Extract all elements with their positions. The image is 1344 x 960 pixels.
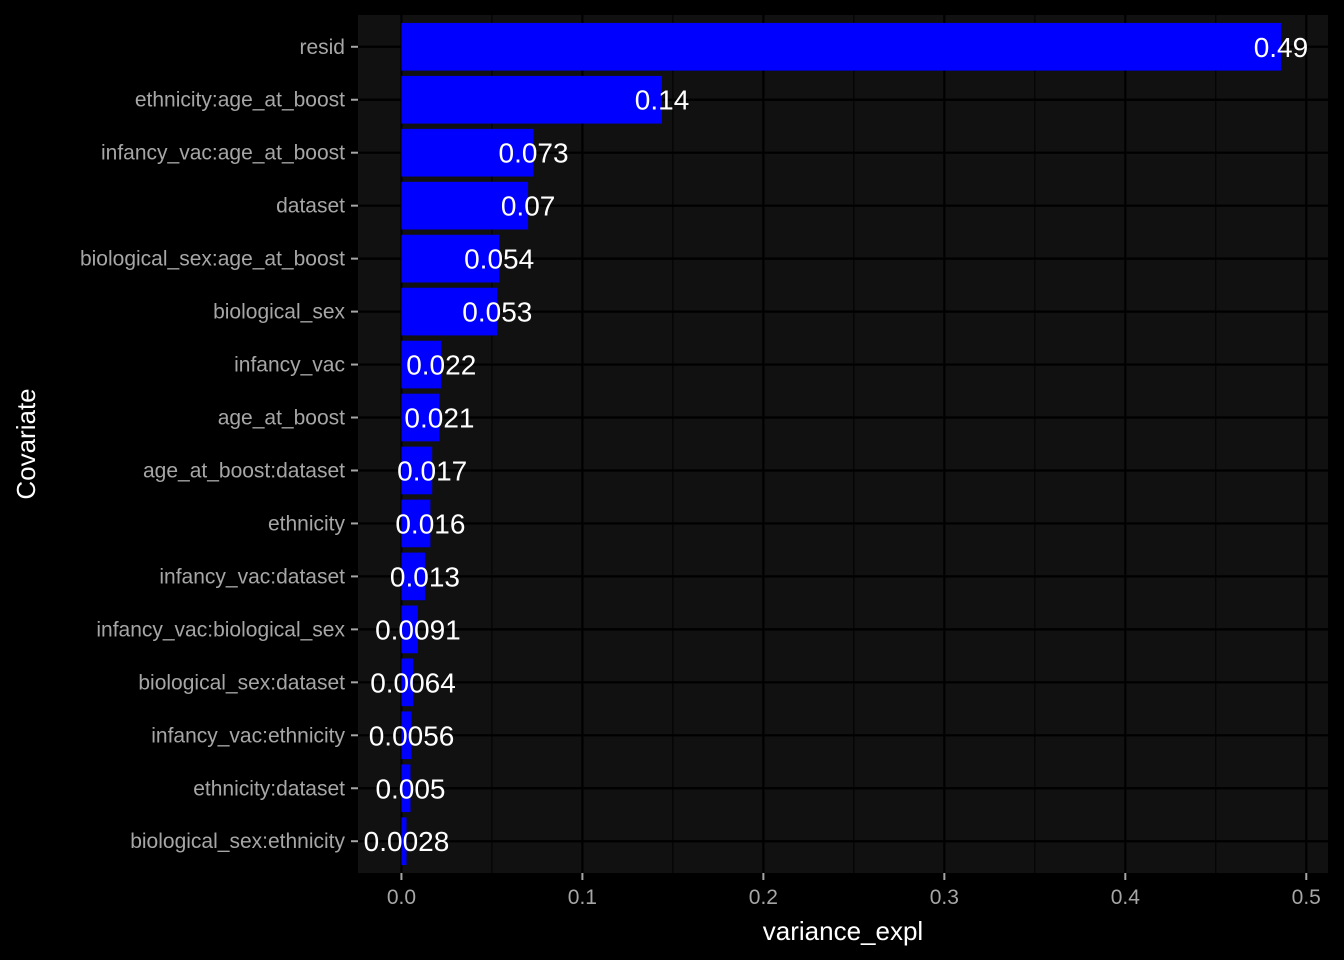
data-label: 0.053 xyxy=(462,297,532,328)
bar-infancy_vac:biological_sex xyxy=(401,605,418,654)
y-axis: resid ethnicity:age_at_boost infancy_vac:a… xyxy=(80,36,358,853)
y-tick-label: biological_sex:dataset xyxy=(138,671,345,694)
bar-ethnicity:dataset xyxy=(401,764,411,813)
bar-age_at_boost xyxy=(401,393,440,442)
data-label: 0.054 xyxy=(464,244,534,275)
y-tick-label: resid xyxy=(299,36,345,59)
x-tick-label: 0.4 xyxy=(1111,886,1141,909)
y-tick-label: biological_sex:ethnicity xyxy=(130,830,345,853)
data-label: 0.14 xyxy=(635,85,690,116)
y-tick-label: ethnicity:dataset xyxy=(193,777,345,800)
data-label: 0.49 xyxy=(1254,32,1309,63)
y-tick-label: age_at_boost:dataset xyxy=(143,459,345,482)
data-label: 0.017 xyxy=(397,455,467,486)
data-label: 0.0028 xyxy=(364,826,450,857)
y-tick-label: dataset xyxy=(276,195,345,218)
y-tick-label: biological_sex xyxy=(213,301,345,324)
data-label: 0.021 xyxy=(404,403,474,434)
y-tick-label: infancy_vac:age_at_boost xyxy=(101,142,345,165)
data-label: 0.005 xyxy=(375,773,445,804)
data-label: 0.0056 xyxy=(369,720,455,751)
bar-age_at_boost:dataset xyxy=(401,446,433,495)
y-tick-label: infancy_vac:biological_sex xyxy=(96,618,345,641)
y-tick-label: infancy_vac xyxy=(234,354,345,377)
y-tick-label: infancy_vac:dataset xyxy=(159,565,345,588)
data-label: 0.0091 xyxy=(375,614,461,645)
bar-biological_sex:age_at_boost xyxy=(401,234,500,283)
data-label: 0.07 xyxy=(501,191,556,222)
bar-biological_sex:ethnicity xyxy=(401,817,407,866)
bar-ethnicity xyxy=(401,499,431,548)
y-tick-label: ethnicity:age_at_boost xyxy=(135,89,345,112)
data-labels: 0.49 0.14 0.073 0.07 0.054 0.053 0.022 0.021 0.0… xyxy=(364,32,1309,857)
y-tick-label: biological_sex:age_at_boost xyxy=(80,248,345,271)
bar-infancy_vac:ethnicity xyxy=(401,711,412,760)
bar-biological_sex:dataset xyxy=(401,658,414,707)
bar-ethnicity:age_at_boost xyxy=(401,75,663,124)
x-tick-label: 0.3 xyxy=(930,886,959,909)
data-label: 0.013 xyxy=(390,561,460,592)
bar-infancy_vac:dataset xyxy=(401,552,425,601)
x-axis: 0.0 0.1 0.2 0.3 0.4 0.5 xyxy=(387,873,1321,909)
y-tick-label: age_at_boost xyxy=(218,407,345,430)
y-tick-label: infancy_vac:ethnicity xyxy=(151,724,345,747)
bar-resid xyxy=(401,22,1281,71)
bar-infancy_vac:age_at_boost xyxy=(401,128,534,177)
data-label: 0.0064 xyxy=(370,667,456,698)
y-axis-title: Covariate xyxy=(11,388,41,499)
y-tick-label: ethnicity xyxy=(268,512,346,535)
x-tick-label: 0.2 xyxy=(749,886,778,909)
bar-biological_sex xyxy=(401,287,498,336)
bar-dataset xyxy=(401,181,529,230)
bars xyxy=(401,22,1281,866)
bar-infancy_vac xyxy=(401,340,442,389)
x-tick-label: 0.5 xyxy=(1292,886,1321,909)
data-label: 0.073 xyxy=(499,138,569,169)
data-label: 0.016 xyxy=(395,508,465,539)
x-tick-label: 0.0 xyxy=(387,886,416,909)
x-axis-title: variance_expl xyxy=(763,916,923,946)
data-label: 0.022 xyxy=(406,350,476,381)
x-tick-label: 0.1 xyxy=(568,886,597,909)
